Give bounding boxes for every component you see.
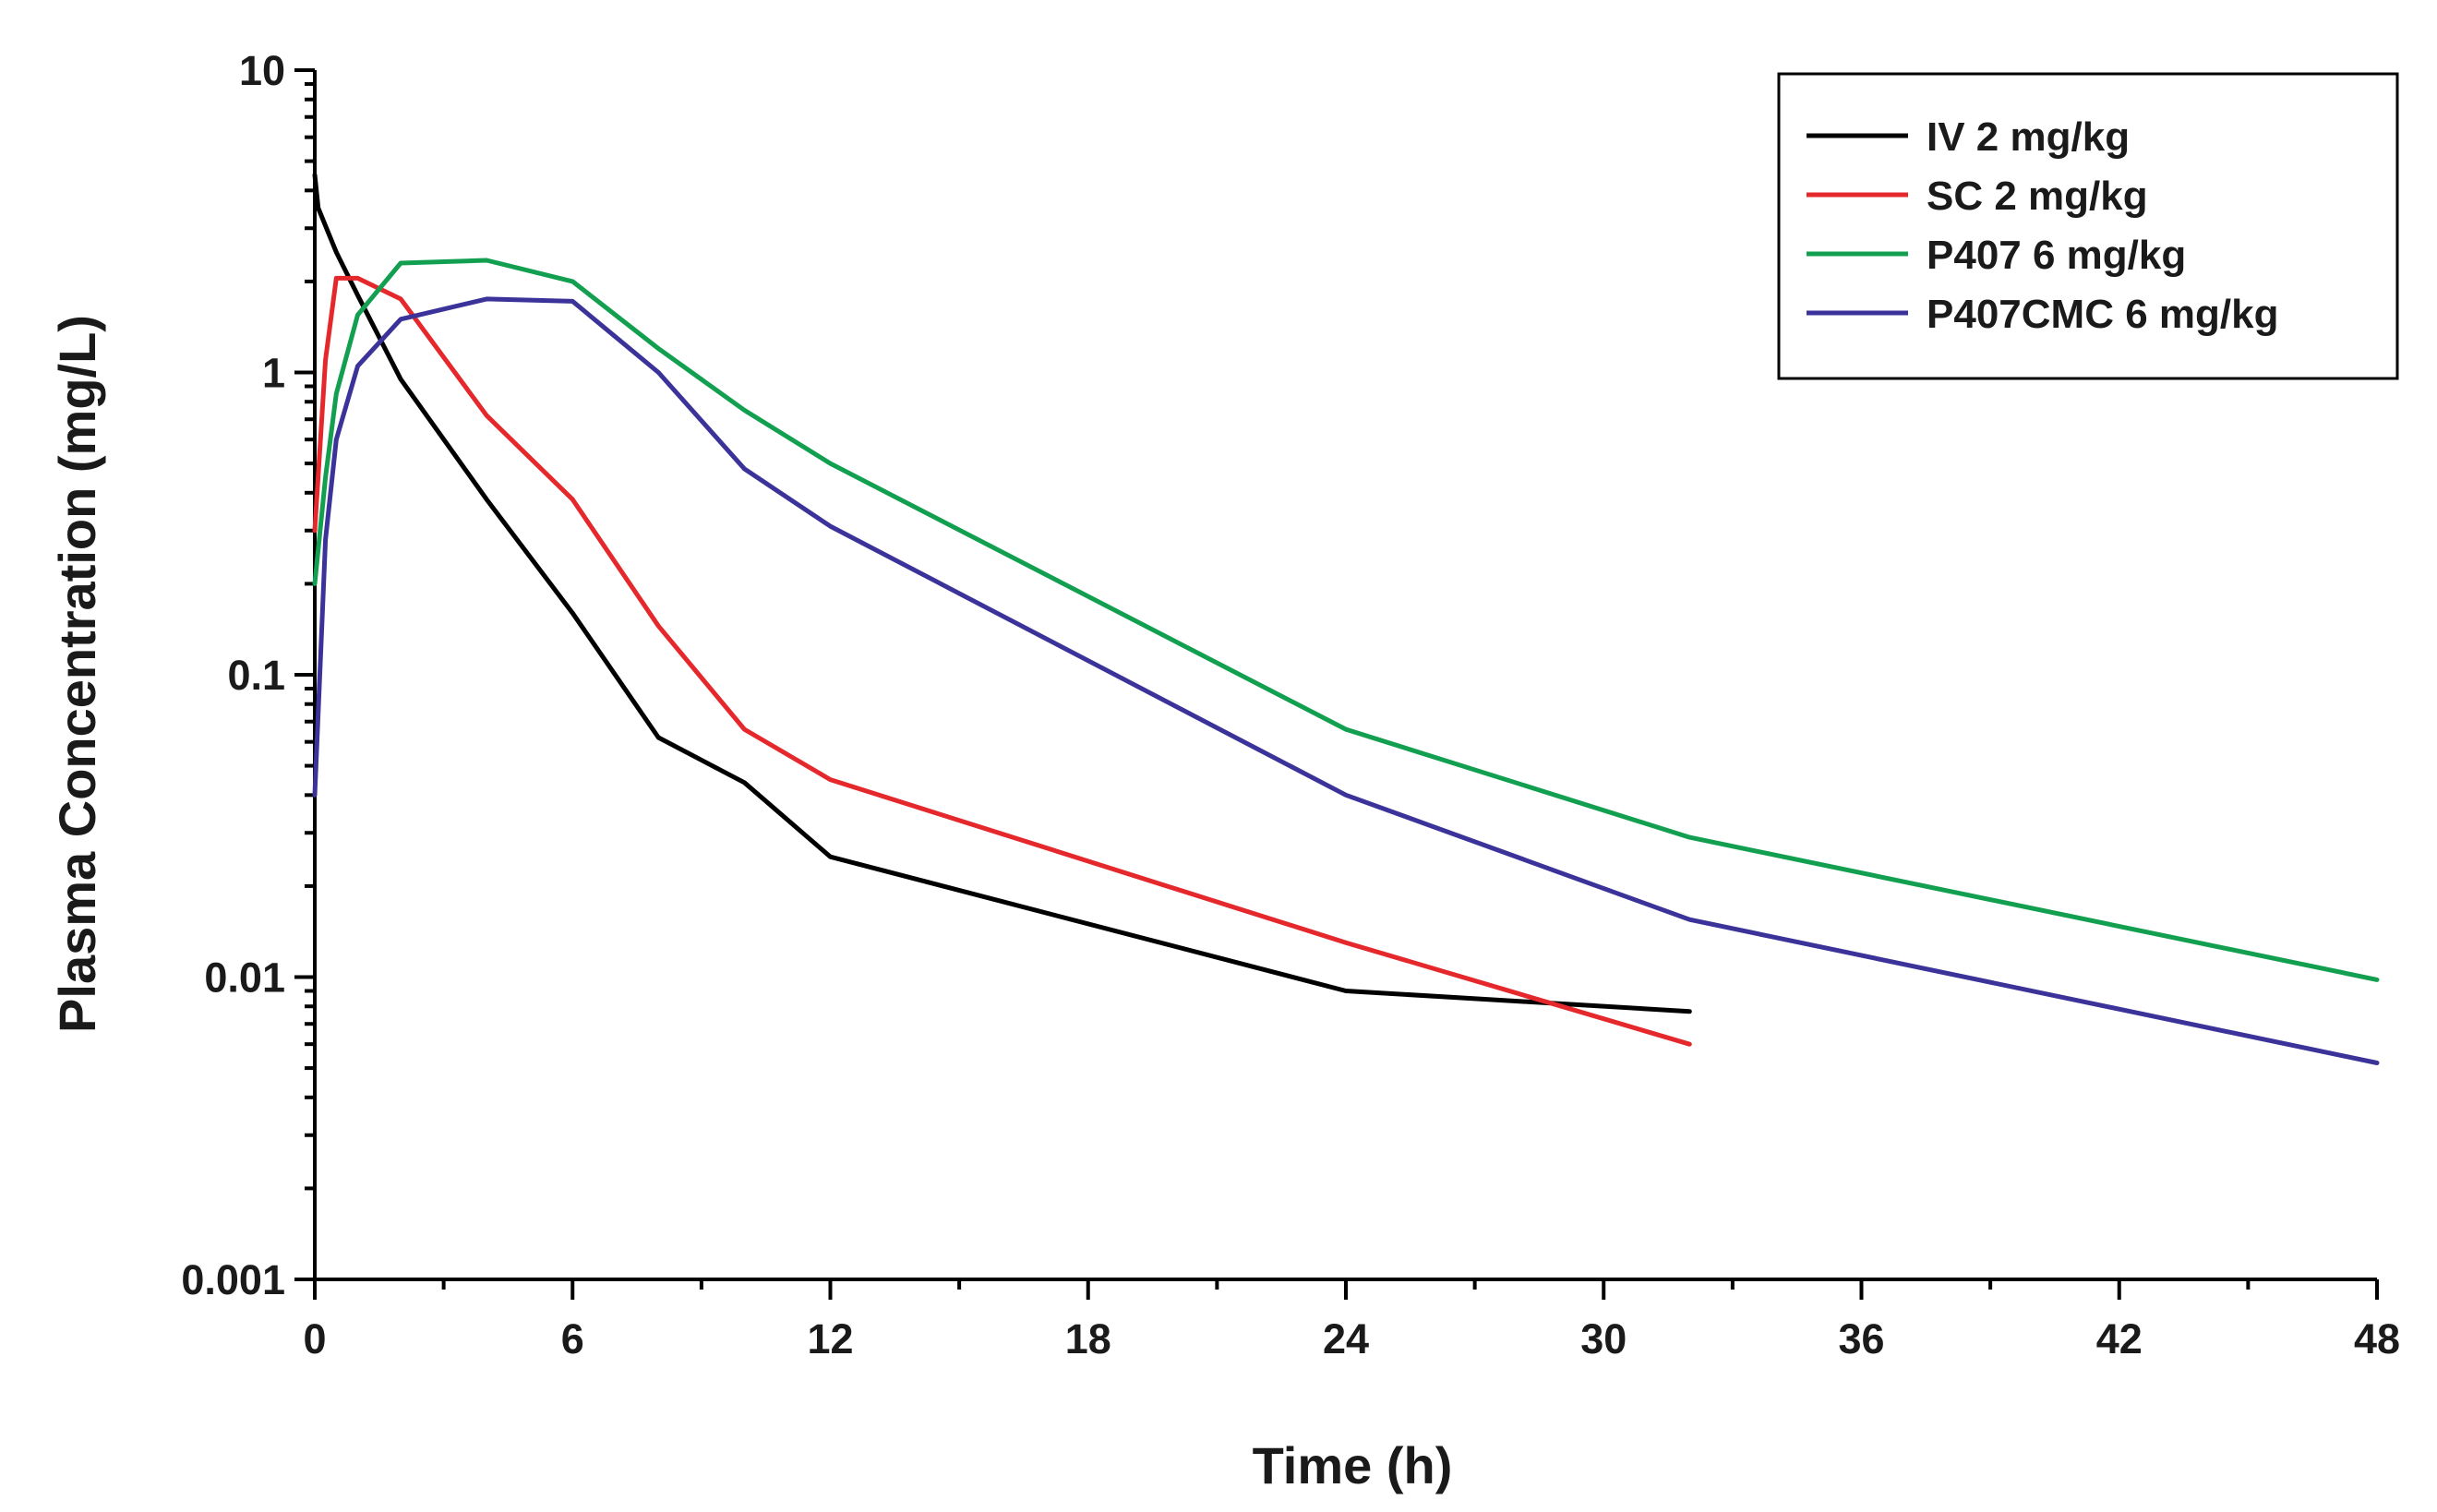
y-tick-label: 0.01 <box>204 954 285 1002</box>
x-tick-label: 6 <box>561 1315 584 1362</box>
x-tick-label: 36 <box>1838 1315 1884 1362</box>
series-line-sc-2-mg-kg <box>312 275 1692 1047</box>
series-line-p407-6-mg-kg <box>312 258 2380 982</box>
legend-box <box>1777 72 2399 380</box>
x-tick-label: 42 <box>2096 1315 2143 1362</box>
series-line-p407cmc-6-mg-kg <box>312 296 2380 1065</box>
legend-label: SC 2 mg/kg <box>1927 174 2148 219</box>
legend: IV 2 mg/kg SC 2 mg/kg P407 6 mg/kg P407CMC … <box>1777 72 2399 380</box>
x-tick-label: 18 <box>1065 1315 1111 1362</box>
legend-label: P407 6 mg/kg <box>1927 233 2186 278</box>
x-tick-label: 48 <box>2354 1315 2400 1362</box>
x-tick-label: 30 <box>1580 1315 1627 1362</box>
series-line-iv-2-mg-kg <box>312 173 1692 1014</box>
axes: 0.001 0.01 0.1 1 10 0 6 12 18 24 30 36 42 48 <box>181 47 2400 1362</box>
x-tick-label: 12 <box>807 1315 853 1362</box>
legend-label: P407CMC 6 mg/kg <box>1927 292 2278 337</box>
y-tick-label: 0.001 <box>181 1256 285 1303</box>
y-axis-title: Plasma Concentration (mg/L) <box>48 315 106 1033</box>
y-tick-label: 10 <box>239 47 285 94</box>
y-tick-label: 0.1 <box>227 652 285 699</box>
x-tick-label: 0 <box>303 1315 326 1362</box>
series-lines <box>312 173 2380 1065</box>
y-tick-label: 1 <box>262 350 285 397</box>
x-tick-label: 24 <box>1323 1315 1369 1362</box>
x-axis-title: Time (h) <box>1253 1436 1453 1494</box>
legend-label: IV 2 mg/kg <box>1927 114 2130 160</box>
